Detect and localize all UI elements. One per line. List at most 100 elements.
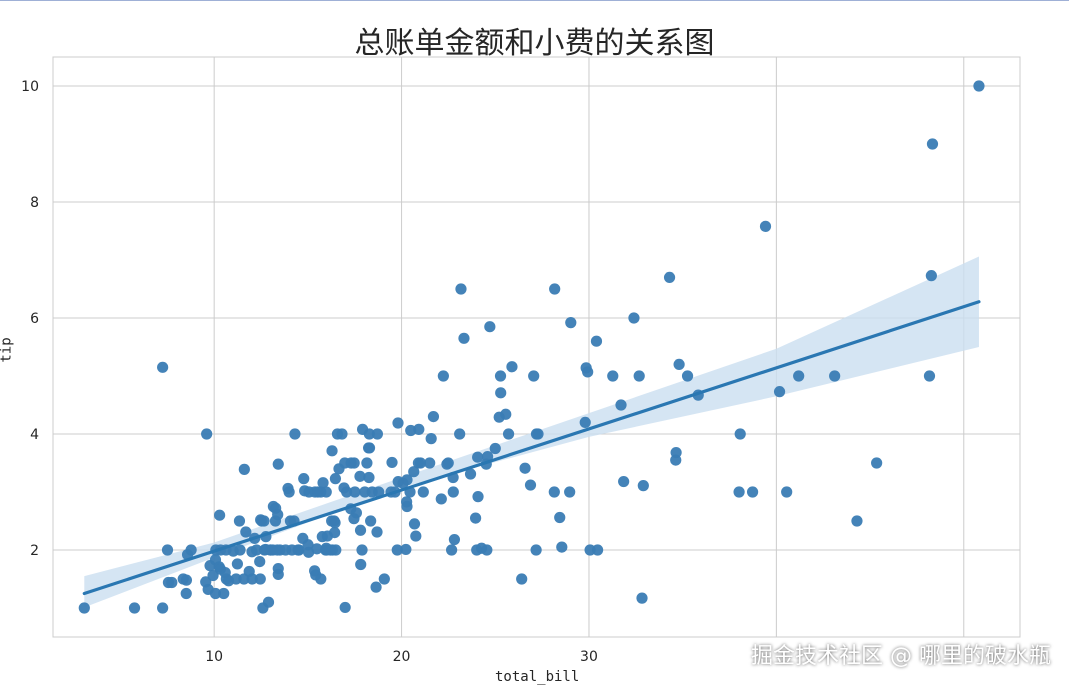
data-point <box>414 457 427 469</box>
regression-line <box>82 300 981 596</box>
data-point <box>590 335 603 347</box>
data-point <box>565 317 577 329</box>
y-tick-label: 4 <box>30 427 39 443</box>
data-point <box>233 515 246 527</box>
tick-label-layer: 10 20 30 2 4 6 8 10 <box>21 79 598 665</box>
data-point <box>591 544 604 556</box>
data-point <box>607 370 619 382</box>
data-point <box>472 491 484 503</box>
data-point <box>554 511 566 524</box>
data-point <box>413 423 425 435</box>
data-point <box>408 466 420 478</box>
data-point <box>240 526 252 538</box>
data-point <box>793 370 805 382</box>
data-point <box>506 361 518 373</box>
data-point <box>246 573 258 585</box>
data-point <box>528 370 540 382</box>
x-tick-label: 20 <box>393 649 411 665</box>
y-tick-label: 2 <box>30 543 39 559</box>
data-point <box>354 524 367 536</box>
data-point <box>464 468 477 480</box>
data-point <box>214 509 226 521</box>
data-point <box>733 486 745 498</box>
data-point <box>489 442 501 455</box>
data-point <box>637 480 649 492</box>
points-layer <box>78 80 985 614</box>
plot-frame <box>52 56 1021 638</box>
data-point <box>320 486 332 498</box>
data-point <box>516 573 528 585</box>
data-point <box>481 544 493 556</box>
data-point <box>773 386 786 398</box>
data-point <box>254 573 266 585</box>
data-point <box>410 530 422 542</box>
data-point <box>201 428 213 440</box>
data-point <box>166 576 178 589</box>
data-point <box>400 543 412 556</box>
data-point <box>454 428 466 440</box>
data-point <box>157 602 169 614</box>
data-point <box>373 486 385 498</box>
data-point <box>484 321 496 333</box>
data-point <box>293 544 305 556</box>
data-point <box>408 518 421 530</box>
data-point <box>851 515 863 527</box>
data-point <box>180 587 192 600</box>
data-point <box>185 544 197 556</box>
regression-line-layer <box>82 300 981 596</box>
data-point <box>681 370 694 382</box>
data-point <box>495 387 507 399</box>
data-point <box>458 332 470 344</box>
data-point <box>161 544 174 556</box>
data-point <box>230 573 242 585</box>
data-point <box>781 486 793 498</box>
data-point <box>209 587 222 600</box>
data-point <box>746 486 759 498</box>
data-point <box>549 283 561 295</box>
data-point <box>579 416 591 428</box>
data-point <box>386 456 398 469</box>
data-point <box>633 370 645 382</box>
data-point <box>564 486 576 498</box>
data-point <box>673 358 685 370</box>
data-point <box>180 574 193 586</box>
data-point <box>363 428 375 440</box>
data-point <box>78 602 90 614</box>
data-point <box>401 474 413 486</box>
data-point <box>829 370 841 382</box>
data-point <box>363 471 375 484</box>
data-point <box>250 544 263 556</box>
data-point <box>356 544 368 556</box>
data-point <box>392 417 404 429</box>
data-point <box>349 486 361 498</box>
data-point <box>234 544 246 556</box>
data-point <box>329 473 342 485</box>
top-rule <box>0 0 1069 1</box>
data-point <box>365 515 377 527</box>
data-point <box>427 411 440 423</box>
data-point <box>329 527 341 539</box>
y-tick-label: 6 <box>30 311 39 327</box>
data-point <box>258 515 270 527</box>
data-point <box>355 558 367 571</box>
data-point <box>424 457 436 469</box>
data-point <box>759 220 772 232</box>
data-point <box>371 428 383 440</box>
data-point <box>330 544 342 556</box>
data-point <box>425 433 437 445</box>
data-point <box>494 370 507 382</box>
data-point <box>437 370 449 382</box>
data-point <box>926 138 939 150</box>
data-point <box>326 445 338 457</box>
data-point <box>128 602 141 614</box>
data-point <box>157 361 169 373</box>
data-point <box>289 428 301 440</box>
chart-title: 总账单金额和小费的关系图 <box>354 26 715 61</box>
y-tick-label: 10 <box>21 79 39 95</box>
data-point <box>524 479 537 491</box>
data-point <box>442 457 454 469</box>
data-point <box>636 592 648 604</box>
data-point <box>502 428 515 440</box>
data-point <box>469 512 482 524</box>
